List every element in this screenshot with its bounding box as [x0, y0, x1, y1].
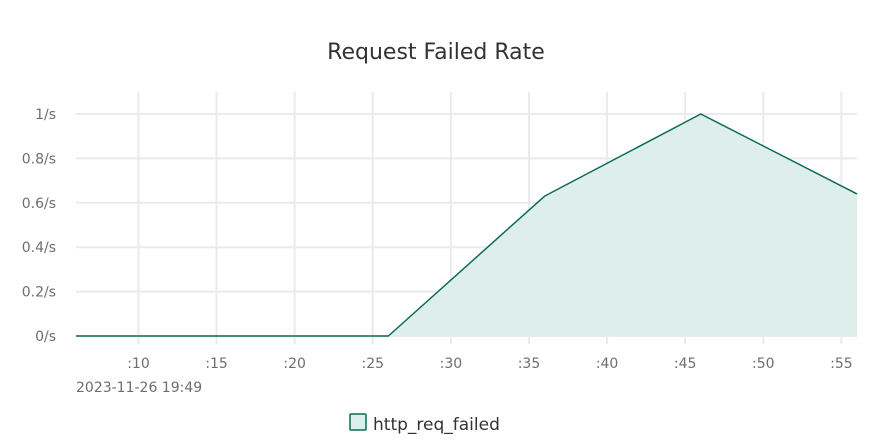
y-tick-label: 0.4/s — [22, 240, 56, 256]
y-tick-label: 0.6/s — [22, 196, 56, 212]
series-area — [76, 114, 857, 336]
x-tick-label: :15 — [205, 356, 228, 372]
x-tick-label: :20 — [283, 356, 306, 372]
x-tick-label: :45 — [674, 356, 697, 372]
y-tick-label: 0.8/s — [22, 151, 56, 167]
x-tick-label: :35 — [518, 356, 541, 372]
axis-labels: 0/s 0.2/s 0.4/s 0.6/s 0.8/s 1/s :10 :15 :20 :25 :3… — [22, 107, 853, 372]
series-line — [76, 113, 858, 337]
y-tick-label: 0.2/s — [22, 285, 56, 301]
x-tick-label: :55 — [830, 356, 853, 372]
y-tick-label: 0/s — [35, 329, 56, 345]
x-tick-label: :50 — [752, 356, 775, 372]
x-tick-label: :25 — [362, 356, 385, 372]
x-axis-date-label: 2023-11-26 19:49 — [76, 380, 202, 396]
legend-swatch[interactable] — [349, 413, 367, 431]
legend[interactable]: http_req_failed — [349, 413, 500, 435]
y-tick-label: 1/s — [35, 107, 56, 123]
x-tick-label: :40 — [596, 356, 619, 372]
legend-label[interactable]: http_req_failed — [373, 415, 500, 435]
x-tick-label: :10 — [127, 356, 150, 372]
chart-title: Request Failed Rate — [327, 40, 545, 65]
series-layer — [76, 113, 858, 337]
x-tick-label: :30 — [440, 356, 463, 372]
